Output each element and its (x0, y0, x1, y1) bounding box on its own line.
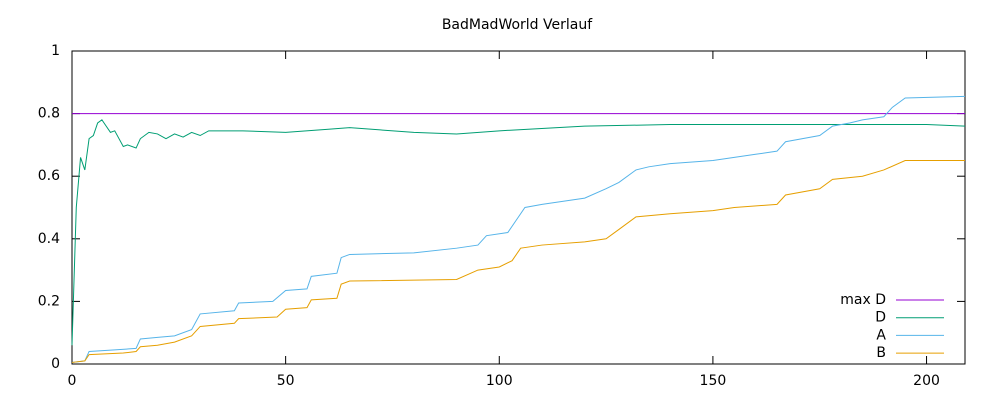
series-line (71, 160, 965, 363)
y-tick-label: 0.8 (38, 106, 60, 122)
y-tick-label: 0.2 (38, 293, 60, 309)
legend-label: D (875, 310, 886, 326)
x-tick-label: 150 (700, 373, 727, 389)
y-tick-label: 0.6 (38, 168, 60, 184)
legend-label: A (876, 327, 886, 343)
y-tick-label: 0.4 (38, 231, 60, 247)
chart-title: BadMadWorld Verlauf (442, 17, 593, 33)
legend-label: B (876, 345, 886, 361)
y-tick-label: 1 (51, 43, 60, 59)
legend-label: max D (840, 292, 886, 308)
series-line (71, 119, 966, 346)
x-tick-label: 0 (68, 373, 77, 389)
x-tick-label: 200 (913, 373, 940, 389)
y-tick-label: 0 (51, 356, 60, 372)
x-tick-label: 50 (277, 373, 295, 389)
series-line (71, 95, 966, 363)
x-tick-label: 100 (486, 373, 513, 389)
plot-border (71, 50, 966, 365)
